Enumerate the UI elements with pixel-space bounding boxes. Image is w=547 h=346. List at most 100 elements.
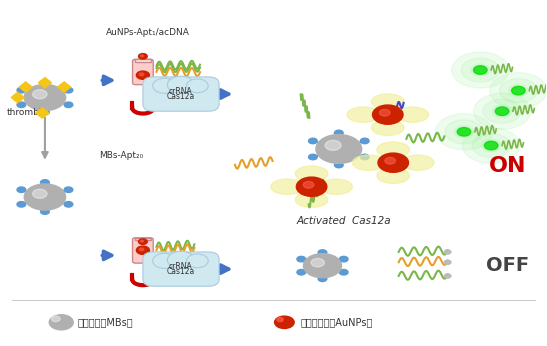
Circle shape — [318, 276, 327, 282]
Circle shape — [463, 128, 520, 164]
Circle shape — [187, 79, 208, 93]
Circle shape — [64, 102, 73, 108]
Circle shape — [136, 71, 149, 79]
FancyBboxPatch shape — [132, 238, 153, 263]
Circle shape — [334, 130, 343, 136]
Circle shape — [167, 76, 195, 93]
Circle shape — [138, 54, 147, 59]
Circle shape — [360, 154, 369, 160]
Circle shape — [167, 251, 195, 268]
Circle shape — [495, 107, 509, 116]
Text: AuNPs-Apt₁/acDNA: AuNPs-Apt₁/acDNA — [106, 28, 190, 37]
Circle shape — [316, 135, 362, 163]
Ellipse shape — [401, 155, 434, 171]
Ellipse shape — [371, 94, 404, 109]
Text: 磁性微粒（MBs）: 磁性微粒（MBs） — [78, 317, 133, 327]
Circle shape — [17, 88, 26, 93]
Circle shape — [277, 318, 283, 322]
Circle shape — [141, 55, 143, 57]
Circle shape — [334, 162, 343, 168]
Circle shape — [64, 88, 73, 93]
Circle shape — [325, 140, 341, 151]
Circle shape — [378, 153, 409, 172]
Circle shape — [457, 128, 471, 136]
Text: crRNA: crRNA — [169, 87, 193, 96]
Circle shape — [139, 248, 144, 251]
Circle shape — [474, 93, 531, 129]
Circle shape — [499, 79, 538, 103]
Circle shape — [339, 270, 348, 275]
Circle shape — [452, 52, 509, 88]
Circle shape — [511, 86, 525, 95]
Ellipse shape — [295, 192, 328, 208]
Circle shape — [296, 177, 327, 196]
Circle shape — [461, 58, 499, 82]
Circle shape — [138, 239, 147, 244]
Text: crRNA: crRNA — [169, 262, 193, 271]
Bar — [135, 59, 150, 62]
Ellipse shape — [377, 168, 410, 183]
Circle shape — [40, 109, 49, 115]
Circle shape — [444, 260, 451, 264]
Ellipse shape — [320, 179, 352, 194]
Text: ON: ON — [489, 156, 526, 176]
FancyBboxPatch shape — [132, 59, 153, 85]
Circle shape — [17, 187, 26, 192]
Circle shape — [304, 254, 341, 278]
Circle shape — [471, 64, 490, 76]
Circle shape — [492, 105, 511, 117]
Text: Activated  Cas12a: Activated Cas12a — [297, 216, 392, 226]
Circle shape — [380, 109, 390, 116]
Circle shape — [483, 99, 521, 123]
Text: OFF: OFF — [486, 256, 529, 275]
Circle shape — [311, 258, 324, 267]
Circle shape — [64, 202, 73, 207]
Ellipse shape — [271, 179, 304, 194]
Circle shape — [24, 84, 66, 110]
Circle shape — [187, 254, 208, 268]
Polygon shape — [11, 92, 24, 103]
Text: MBs-Apt₂₀: MBs-Apt₂₀ — [100, 151, 144, 160]
Ellipse shape — [295, 166, 328, 181]
Ellipse shape — [352, 155, 385, 171]
Circle shape — [32, 90, 47, 99]
Circle shape — [309, 154, 317, 160]
Circle shape — [490, 73, 547, 109]
Text: Cas12a: Cas12a — [167, 92, 195, 101]
Ellipse shape — [371, 120, 404, 135]
Circle shape — [141, 240, 143, 242]
Text: 金纳米颗粒（AuNPs）: 金纳米颗粒（AuNPs） — [301, 317, 373, 327]
Circle shape — [445, 120, 483, 144]
FancyBboxPatch shape — [143, 252, 219, 286]
Circle shape — [318, 250, 327, 255]
Text: thrombin: thrombin — [7, 108, 48, 117]
Circle shape — [24, 184, 66, 210]
Circle shape — [40, 209, 49, 215]
Circle shape — [153, 253, 177, 268]
Circle shape — [509, 85, 528, 97]
Circle shape — [297, 270, 306, 275]
Circle shape — [360, 138, 369, 144]
Circle shape — [485, 141, 498, 150]
Circle shape — [49, 315, 73, 330]
Ellipse shape — [377, 142, 410, 157]
Circle shape — [297, 256, 306, 262]
Text: Cas12a: Cas12a — [167, 267, 195, 276]
Circle shape — [444, 274, 451, 278]
Circle shape — [474, 66, 487, 74]
Circle shape — [275, 316, 294, 328]
Ellipse shape — [396, 107, 429, 122]
Circle shape — [435, 114, 492, 150]
Circle shape — [40, 180, 49, 185]
Polygon shape — [36, 108, 49, 118]
Circle shape — [17, 102, 26, 108]
Circle shape — [136, 246, 149, 254]
Circle shape — [482, 139, 501, 152]
Circle shape — [139, 73, 144, 76]
Circle shape — [455, 126, 474, 138]
FancyBboxPatch shape — [143, 77, 219, 111]
Circle shape — [40, 80, 49, 86]
Circle shape — [64, 187, 73, 192]
Polygon shape — [38, 78, 51, 88]
Circle shape — [472, 134, 510, 157]
